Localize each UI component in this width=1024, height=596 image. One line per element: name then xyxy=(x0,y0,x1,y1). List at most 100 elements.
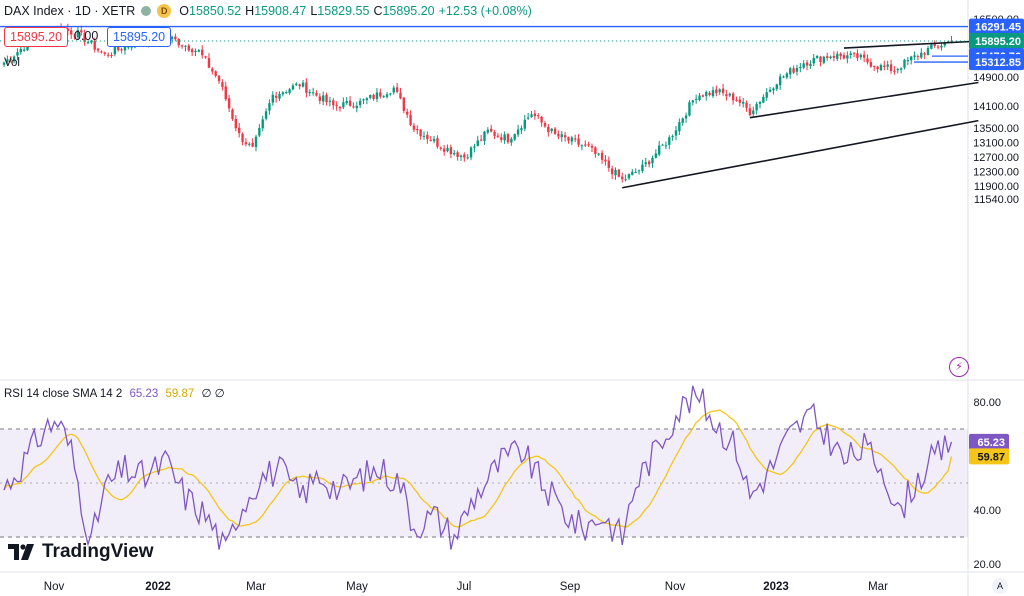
candle xyxy=(862,54,866,58)
candle xyxy=(627,174,631,179)
trendline[interactable] xyxy=(749,81,979,119)
open-label: O xyxy=(179,4,190,18)
candle xyxy=(123,46,127,51)
candle xyxy=(328,100,332,102)
candle xyxy=(644,162,647,165)
data-delay-badge[interactable]: D xyxy=(157,4,172,18)
candle xyxy=(93,40,96,50)
candle xyxy=(180,45,184,47)
rsi-legend-value: 65.23 xyxy=(129,388,159,400)
price-label-tag xyxy=(969,18,1024,35)
candle xyxy=(768,89,772,92)
candle xyxy=(812,57,815,64)
candle xyxy=(607,160,610,168)
candle xyxy=(577,138,580,145)
candle xyxy=(694,99,698,101)
candle xyxy=(214,71,217,76)
candle xyxy=(456,152,459,158)
candle xyxy=(113,46,117,55)
candle xyxy=(678,122,681,132)
candle xyxy=(647,161,651,165)
candle xyxy=(466,157,469,159)
candle xyxy=(106,54,110,56)
candle xyxy=(752,110,755,115)
candle xyxy=(170,36,174,40)
candle xyxy=(224,86,227,100)
candle xyxy=(392,87,395,93)
candle xyxy=(775,84,778,89)
auto-scale-button[interactable]: A xyxy=(992,578,1008,594)
candle xyxy=(826,56,829,59)
candle xyxy=(567,137,570,141)
candle xyxy=(264,111,268,119)
candle xyxy=(802,63,805,68)
candle xyxy=(110,54,113,56)
price-tick-label: 14900.00 xyxy=(973,72,1019,84)
candle xyxy=(295,83,298,86)
candle xyxy=(429,139,432,141)
candle xyxy=(617,169,621,177)
candle xyxy=(100,51,103,53)
sell-price-box[interactable]: 15895.20 xyxy=(4,27,69,47)
low-label: L xyxy=(310,4,318,18)
candle xyxy=(204,56,207,58)
candle xyxy=(86,42,90,44)
candle xyxy=(913,55,916,57)
candle xyxy=(19,48,22,53)
candle xyxy=(846,55,849,59)
candle xyxy=(799,67,802,69)
candle xyxy=(301,82,305,87)
trendline[interactable] xyxy=(622,119,979,189)
candle xyxy=(936,46,940,48)
rsi-value-tag xyxy=(969,448,1009,465)
candle xyxy=(453,153,456,155)
candle xyxy=(516,129,520,135)
rsi-tick-label: 20.00 xyxy=(973,559,1001,571)
volume-label[interactable]: Vol xyxy=(4,57,20,69)
symbol-header: DAX Index · 1D · XETR D O 15850.52 H 159… xyxy=(4,2,536,20)
rsi-value-text: 65.23 xyxy=(977,437,1005,449)
candle xyxy=(449,147,453,155)
candle xyxy=(651,157,654,164)
tradingview-logo[interactable]: TradingView xyxy=(8,541,154,563)
candle xyxy=(725,94,728,97)
candle xyxy=(661,144,664,146)
candle xyxy=(201,49,204,56)
candle xyxy=(688,102,691,116)
price-label-text: 15312.85 xyxy=(975,57,1021,69)
candle xyxy=(234,118,238,129)
candle xyxy=(540,116,543,123)
candle xyxy=(755,103,758,111)
candle xyxy=(658,145,661,155)
candle xyxy=(836,53,839,59)
lightning-icon[interactable]: ⚡ xyxy=(949,357,969,377)
candle xyxy=(778,76,782,86)
candle xyxy=(177,38,180,46)
rsi-legend[interactable]: RSI 14 close SMA 14 2 65.23 59.87 ∅ ∅ xyxy=(4,386,225,400)
candle xyxy=(281,92,285,95)
candle xyxy=(298,84,301,87)
candle xyxy=(490,128,493,132)
candle xyxy=(711,90,715,97)
candle xyxy=(681,118,684,123)
candle xyxy=(590,146,594,148)
candle xyxy=(849,53,852,56)
candle xyxy=(389,93,392,95)
candle xyxy=(745,102,748,108)
candle xyxy=(610,168,614,175)
candle xyxy=(493,131,496,136)
candle xyxy=(893,70,896,72)
candle xyxy=(789,68,792,75)
candle xyxy=(90,40,93,43)
candle xyxy=(412,125,416,130)
candle xyxy=(6,59,9,62)
candle xyxy=(348,100,352,106)
trendline[interactable] xyxy=(843,40,979,49)
candle xyxy=(550,128,553,132)
candle xyxy=(369,95,372,98)
buy-price-box[interactable]: 15895.20 xyxy=(107,27,172,47)
candle xyxy=(500,137,503,140)
candle xyxy=(80,30,83,33)
symbol-title[interactable]: DAX Index · 1D · XETR xyxy=(4,4,136,18)
